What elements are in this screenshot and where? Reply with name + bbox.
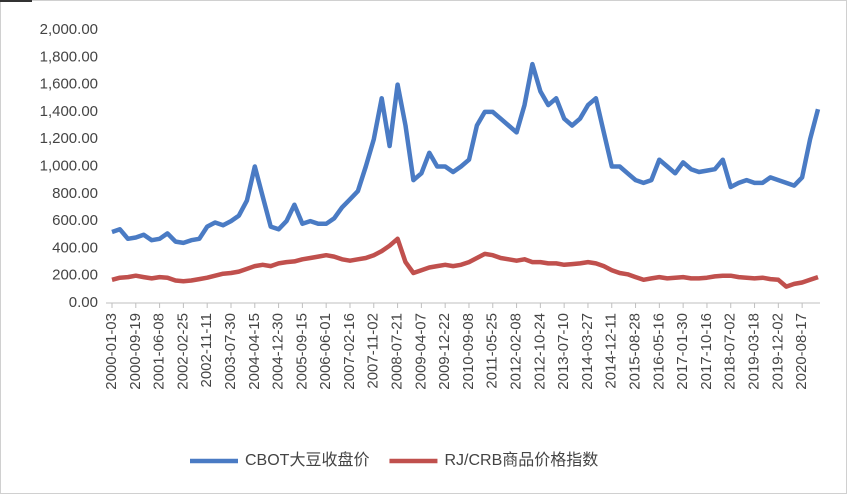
x-tick-label: 2007-02-16 [341, 313, 358, 390]
y-tick-label: 1,000.00 [40, 157, 98, 174]
y-tick-label: 1,600.00 [40, 76, 98, 93]
x-tick-label: 2000-01-03 [103, 313, 120, 390]
y-tick-label: 1,800.00 [40, 48, 98, 65]
x-tick-label: 2019-03-18 [746, 313, 763, 390]
x-tick-label: 2007-11-02 [365, 313, 382, 389]
x-tick-label: 2009-04-07 [412, 313, 429, 390]
y-tick-label: 1,400.00 [40, 103, 98, 120]
y-tick-label: 800.00 [52, 185, 98, 202]
x-tick-label: 2014-12-11 [603, 313, 620, 389]
x-tick-label: 2009-12-22 [436, 313, 453, 390]
x-tick-label: 2013-07-10 [555, 313, 572, 390]
x-tick-label: 2004-12-30 [270, 313, 287, 390]
x-tick-label: 2017-01-30 [674, 313, 691, 390]
x-tick-label: 2016-05-16 [650, 313, 667, 390]
x-tick-label: 2002-02-25 [174, 313, 191, 390]
x-tick-label: 2014-03-27 [579, 313, 596, 390]
y-tick-label: 0.00 [69, 294, 98, 311]
x-tick-label: 2002-11-11 [198, 313, 215, 388]
x-tick-label: 2012-02-08 [508, 313, 525, 390]
y-tick-label: 200.00 [52, 267, 98, 284]
x-tick-label: 2001-06-08 [151, 313, 168, 390]
x-tick-label: 2012-10-24 [531, 313, 548, 390]
y-tick-label: 600.00 [52, 212, 98, 229]
x-tick-label: 2020-08-17 [793, 313, 810, 390]
legend-label: RJ/CRB商品价格指数 [444, 451, 598, 469]
x-tick-label: 2019-12-02 [769, 313, 786, 390]
x-tick-label: 2006-06-01 [317, 313, 334, 390]
x-tick-label: 2010-09-08 [460, 313, 477, 390]
y-tick-label: 400.00 [52, 239, 98, 256]
legend-label: CBOT大豆收盘价 [245, 450, 369, 469]
x-tick-label: 2005-09-15 [293, 313, 310, 390]
y-tick-label: 1,200.00 [40, 130, 98, 147]
x-tick-label: 2003-07-30 [222, 313, 239, 390]
series-line [111, 61, 821, 246]
x-tick-label: 2008-07-21 [389, 313, 406, 390]
x-tick-label: 2018-07-02 [722, 313, 739, 390]
series-line [111, 236, 819, 289]
x-tick-label: 2000-09-19 [127, 313, 144, 390]
y-tick-label: 2,000.00 [40, 21, 98, 38]
x-tick-label: 2011-05-25 [484, 313, 501, 389]
x-tick-label: 2004-04-15 [246, 313, 263, 390]
x-tick-label: 2015-08-28 [627, 313, 644, 390]
x-tick-label: 2017-10-16 [698, 313, 715, 390]
